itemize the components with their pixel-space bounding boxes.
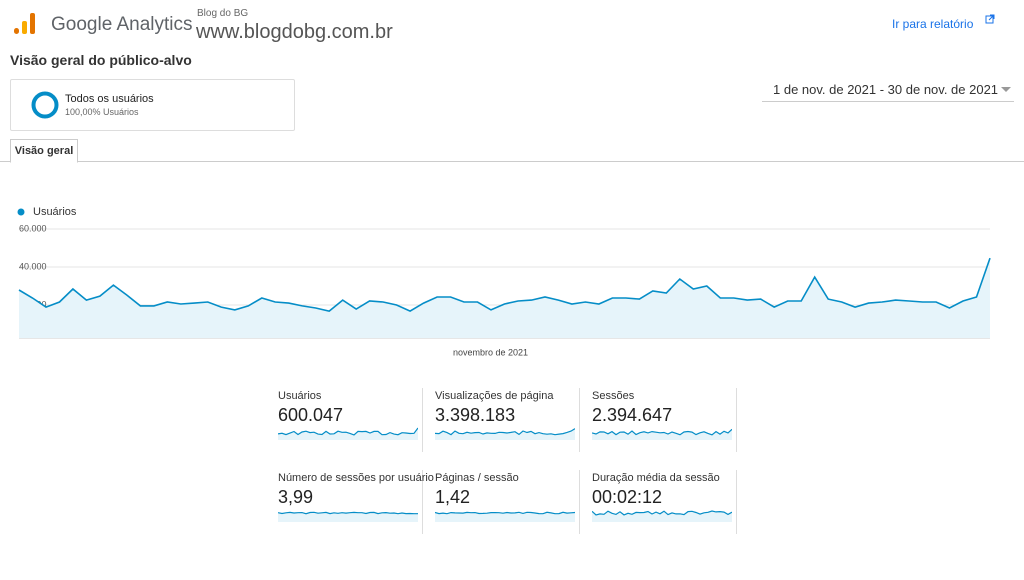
y-tick-label: 60.000 — [19, 223, 47, 233]
sparkline-area — [592, 429, 732, 440]
x-axis-label: novembro de 2021 — [453, 347, 528, 357]
account-name: Blog do BG — [197, 8, 249, 19]
tab-label: Visão geral — [14, 145, 74, 157]
metric-label: Sessões — [592, 390, 635, 402]
sparkline-line — [278, 427, 418, 436]
external-icon — [985, 14, 995, 24]
report-link[interactable]: Ir para relatório — [892, 17, 974, 31]
metric-value: 3,99 — [278, 487, 314, 507]
y-tick-label: 40.000 — [19, 261, 47, 271]
metrics-grid: Usuários 600.047 Visualizações de página 3.… — [272, 388, 752, 538]
ga-logo — [14, 13, 35, 34]
metric-value: 1,42 — [435, 487, 471, 507]
metric: Páginas / sessão 1,42 — [429, 470, 580, 534]
metric-label: Visualizações de página — [435, 390, 554, 402]
metric-value: 600.047 — [278, 405, 344, 425]
line — [18, 257, 991, 313]
tab[interactable]: Visão geral — [10, 139, 78, 163]
segment-ring — [31, 91, 59, 119]
tab-rule — [0, 161, 1024, 162]
metric: Usuários 600.047 — [272, 388, 423, 452]
sparkline — [592, 510, 732, 522]
metric-label: Usuários — [278, 390, 322, 402]
sparkline — [592, 428, 732, 440]
sparkline-area — [278, 512, 418, 522]
metric-value: 2.394.647 — [592, 405, 673, 425]
sparkline-line — [278, 511, 418, 515]
sparkline-line — [435, 511, 575, 515]
sparkline-line — [592, 510, 732, 516]
sparkline — [278, 427, 418, 440]
sparkline — [278, 511, 418, 522]
legend-dot — [17, 208, 25, 216]
segment-detail: 100,00% Usuários — [65, 107, 139, 117]
sparkline-area — [278, 428, 418, 440]
metric: Sessões 2.394.647 — [586, 388, 737, 452]
metric-label: Duração média da sessão — [592, 472, 720, 484]
segment-card[interactable]: Todos os usuários 100,00% Usuários — [10, 79, 295, 131]
page-title: Visão geral do público-alvo — [10, 52, 192, 68]
product-name: Google Analytics — [51, 14, 193, 35]
property-name[interactable]: www.blogdobg.com.br — [196, 21, 393, 43]
sparkline — [435, 511, 575, 522]
sparkline-line — [435, 428, 575, 436]
dropdown-arrow — [1001, 87, 1011, 92]
sparkline-area — [435, 512, 575, 522]
date-range: 1 de nov. de 2021 - 30 de nov. de 2021 — [773, 82, 999, 97]
metric-label: Número de sessões por usuário — [278, 472, 434, 484]
metric-value: 00:02:12 — [592, 487, 663, 507]
area — [19, 258, 990, 338]
segment-name: Todos os usuários — [65, 93, 154, 105]
metric-label: Páginas / sessão — [435, 472, 519, 484]
metric: Visualizações de página 3.398.183 — [429, 388, 580, 452]
metric-value: 3.398.183 — [435, 405, 516, 425]
sparkline-line — [592, 428, 732, 436]
metric: Número de sessões por usuário 3,99 — [272, 470, 434, 534]
legend-label: Usuários — [33, 206, 77, 218]
sparkline-area — [435, 428, 575, 440]
metric: Duração média da sessão 00:02:12 — [586, 470, 737, 534]
sparkline — [435, 428, 575, 440]
date-picker[interactable]: 1 de nov. de 2021 - 30 de nov. de 2021 — [762, 79, 1014, 102]
